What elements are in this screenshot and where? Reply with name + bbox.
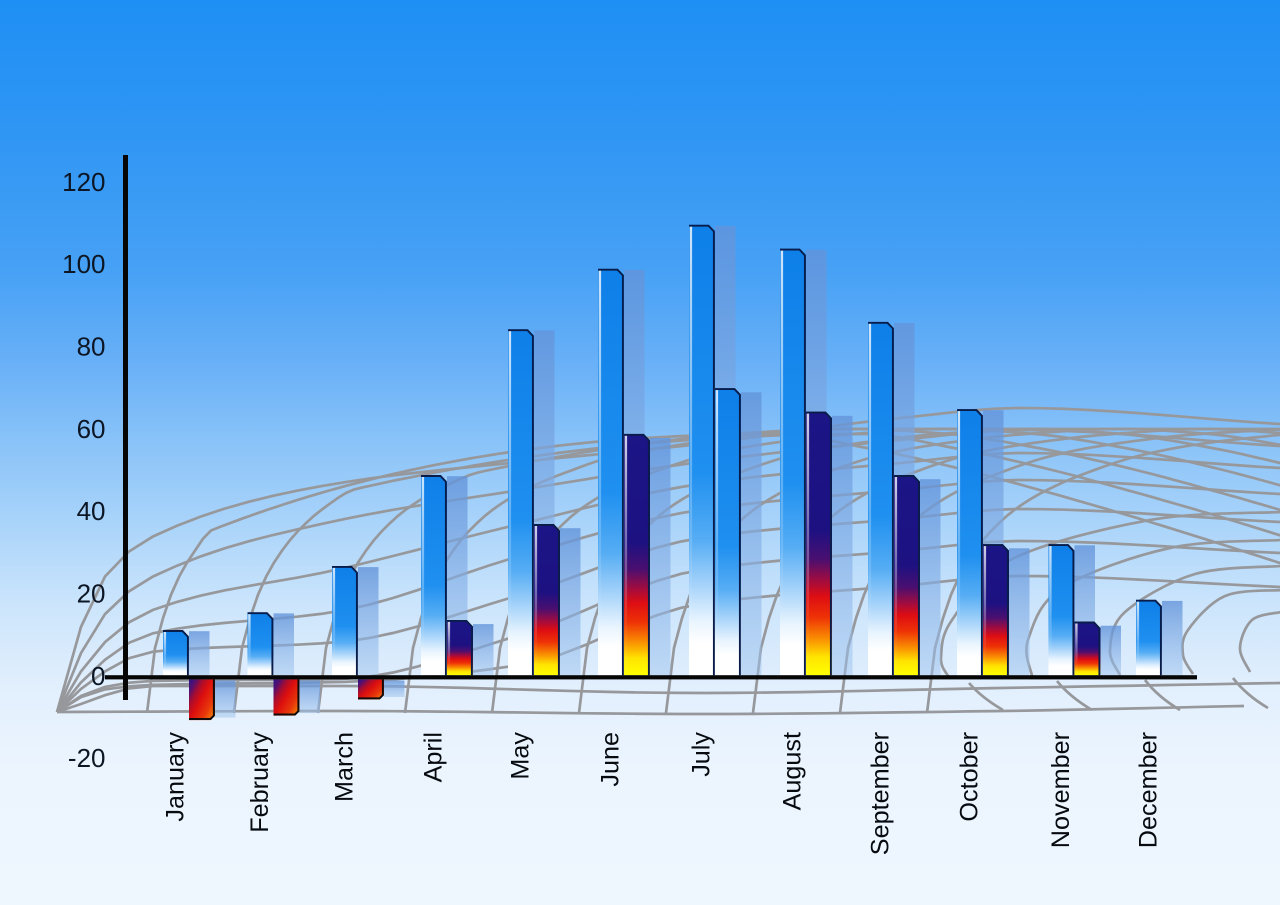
- svg-text:April: April: [420, 732, 448, 782]
- svg-text:December: December: [1135, 732, 1163, 848]
- svg-text:40: 40: [77, 496, 106, 526]
- svg-text:100: 100: [62, 249, 105, 279]
- svg-text:August: August: [779, 732, 807, 810]
- svg-text:120: 120: [62, 167, 105, 197]
- svg-text:February: February: [246, 732, 274, 833]
- svg-text:November: November: [1047, 732, 1075, 848]
- svg-text:May: May: [507, 732, 535, 780]
- svg-text:60: 60: [77, 414, 106, 444]
- svg-text:June: June: [597, 732, 625, 787]
- svg-text:July: July: [688, 732, 716, 777]
- svg-text:March: March: [331, 732, 359, 802]
- svg-text:September: September: [867, 732, 895, 855]
- svg-text:80: 80: [77, 332, 106, 362]
- svg-text:January: January: [162, 732, 190, 822]
- svg-text:0: 0: [91, 661, 105, 691]
- svg-text:-20: -20: [68, 743, 106, 773]
- svg-text:October: October: [956, 732, 984, 822]
- svg-text:20: 20: [77, 579, 106, 609]
